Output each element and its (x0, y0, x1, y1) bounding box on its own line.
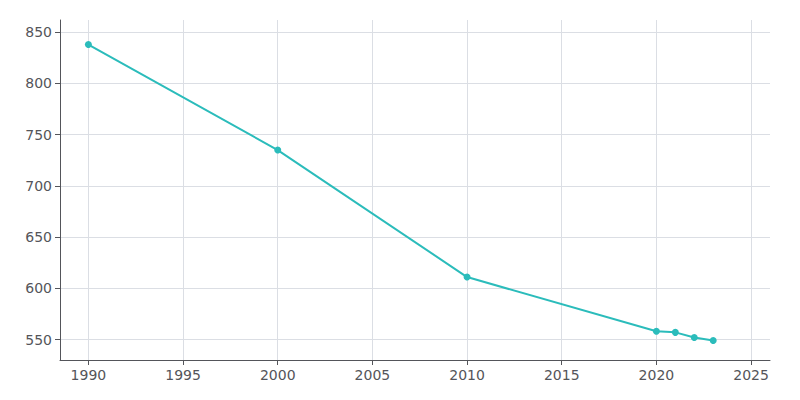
svg-text:2015: 2015 (544, 367, 580, 383)
svg-text:600: 600 (25, 280, 52, 296)
svg-text:2025: 2025 (733, 367, 769, 383)
svg-text:750: 750 (25, 127, 52, 143)
svg-text:650: 650 (25, 229, 52, 245)
svg-text:2000: 2000 (260, 367, 296, 383)
svg-text:550: 550 (25, 332, 52, 348)
svg-text:800: 800 (25, 75, 52, 91)
svg-text:1995: 1995 (165, 367, 201, 383)
svg-text:2010: 2010 (449, 367, 485, 383)
svg-text:1990: 1990 (71, 367, 107, 383)
svg-text:850: 850 (25, 24, 52, 40)
svg-text:2005: 2005 (355, 367, 391, 383)
svg-text:2020: 2020 (639, 367, 675, 383)
svg-text:700: 700 (25, 178, 52, 194)
